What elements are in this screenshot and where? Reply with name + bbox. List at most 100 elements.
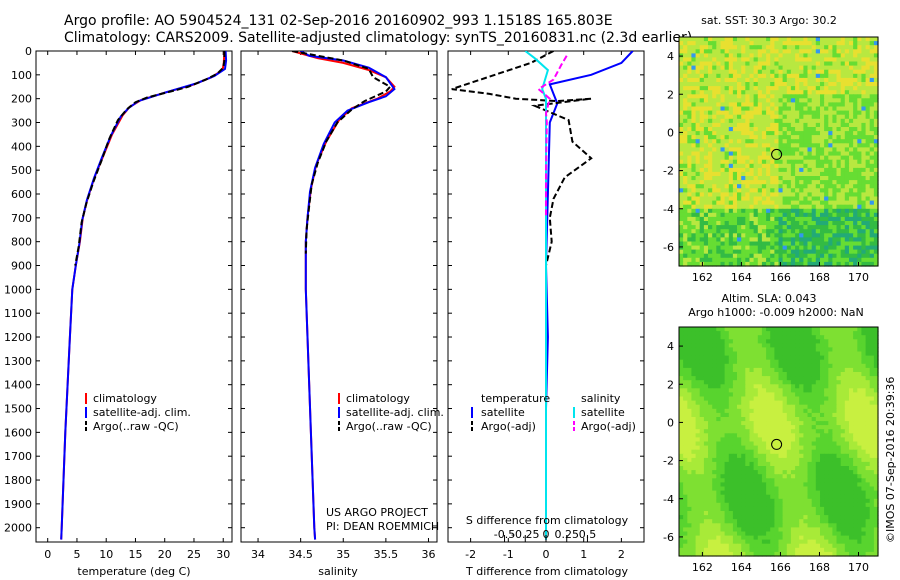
map-cell <box>679 388 684 393</box>
map-cell <box>786 392 792 398</box>
map-cell <box>869 237 875 243</box>
map-cell <box>836 221 842 226</box>
map-cell <box>840 135 846 140</box>
map-cell <box>840 412 846 418</box>
map-cell <box>861 372 867 377</box>
map-cell <box>811 515 817 520</box>
map-cell <box>724 355 730 361</box>
map-cell <box>836 212 842 218</box>
map-cell <box>737 90 742 95</box>
map-cell <box>770 45 775 50</box>
map-cell <box>749 482 755 488</box>
map-cell <box>687 171 692 177</box>
map-cell <box>815 490 821 496</box>
map-cell <box>782 204 788 210</box>
map-cell <box>782 188 788 193</box>
map-cell <box>795 400 800 406</box>
map-cell <box>840 45 846 50</box>
map-cell <box>815 359 821 365</box>
map-cell <box>832 241 838 247</box>
map-cell <box>836 204 842 210</box>
map-cell <box>712 237 717 243</box>
map-cell <box>766 233 771 238</box>
map-cell <box>778 404 784 410</box>
map-cell <box>832 482 838 488</box>
map-cell <box>811 106 817 112</box>
map-cell <box>737 482 742 488</box>
map-cell <box>790 53 796 59</box>
map-cell <box>724 102 730 108</box>
map-cell <box>720 351 726 357</box>
map-cell <box>786 221 792 226</box>
map-cell <box>836 486 842 492</box>
map-cell <box>716 470 721 475</box>
map-cell <box>745 82 750 87</box>
map-cell <box>737 237 742 243</box>
map-cell <box>749 53 755 59</box>
map-cell <box>849 494 854 500</box>
map-cell <box>844 372 850 377</box>
map-cell <box>865 131 871 136</box>
map-cell <box>732 490 738 496</box>
map-cell <box>795 110 800 116</box>
map-cell <box>803 73 809 79</box>
map-cell <box>857 106 862 112</box>
map-cell <box>741 388 746 393</box>
map-cell <box>873 155 879 161</box>
map-cell <box>832 208 838 214</box>
map-cell <box>782 347 788 353</box>
map-cell <box>712 441 717 447</box>
map-cell <box>811 466 817 471</box>
map-cell <box>786 261 792 267</box>
map-cell <box>687 470 692 475</box>
map-cell <box>861 200 867 206</box>
map-cell <box>774 359 780 365</box>
map-cell <box>699 457 705 463</box>
map-cell <box>728 257 734 263</box>
map-cell <box>745 53 750 59</box>
map-cell <box>815 237 821 243</box>
map-cell <box>708 171 713 177</box>
map-cell <box>803 159 809 165</box>
map-cell <box>828 461 833 467</box>
map-cell <box>687 441 692 447</box>
map-cell <box>828 466 833 471</box>
map-cell <box>824 461 829 467</box>
map-cell <box>728 229 734 234</box>
map-cell <box>811 367 817 373</box>
map-cell <box>774 65 780 71</box>
map-cell <box>873 335 879 340</box>
map-cell <box>799 216 804 222</box>
map-cell <box>724 114 730 120</box>
map-cell <box>865 490 871 496</box>
map-cell <box>724 151 730 157</box>
map-cell <box>695 82 701 87</box>
map-cell <box>778 139 784 144</box>
map-cell <box>770 163 775 169</box>
map-cell <box>683 437 688 443</box>
map-cell <box>790 404 796 410</box>
map-cell <box>786 482 792 488</box>
map-cell <box>737 376 742 381</box>
map-cell <box>853 486 858 492</box>
map-cell <box>712 69 717 75</box>
map-cell <box>807 241 813 247</box>
map-cell <box>820 94 825 99</box>
map-cell <box>795 73 800 79</box>
map-cell <box>720 437 726 443</box>
map-cell <box>840 49 846 54</box>
map-cell <box>712 139 717 144</box>
map-cell <box>716 188 721 193</box>
map-cell <box>749 151 755 157</box>
map-cell <box>716 163 721 169</box>
map-cell <box>753 506 759 512</box>
map-cell <box>679 106 684 112</box>
map-cell <box>824 106 829 112</box>
map-cell <box>811 461 817 467</box>
map-cell <box>824 498 829 504</box>
map-cell <box>815 192 821 198</box>
map-cell <box>679 486 684 492</box>
map-cell <box>861 208 867 214</box>
map-cell <box>683 61 688 67</box>
